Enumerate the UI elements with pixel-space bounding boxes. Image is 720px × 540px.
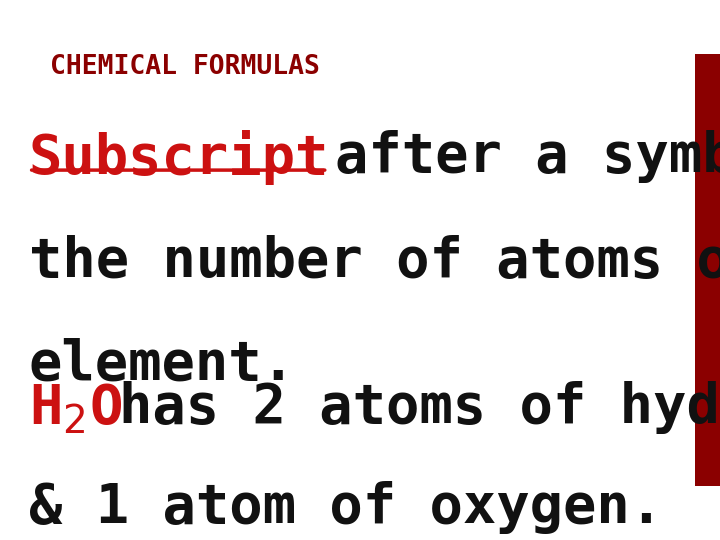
Text: H$_2$O: H$_2$O <box>29 381 122 435</box>
Text: the number of atoms of each: the number of atoms of each <box>29 235 720 288</box>
Text: CHEMICAL FORMULAS: CHEMICAL FORMULAS <box>50 54 320 80</box>
Text: after a symbol tell: after a symbol tell <box>335 130 720 183</box>
Text: & 1 atom of oxygen.: & 1 atom of oxygen. <box>29 481 663 534</box>
Text: Subscript: Subscript <box>29 130 329 185</box>
Text: has 2 atoms of hydrogen: has 2 atoms of hydrogen <box>119 381 720 434</box>
Bar <box>695 54 720 486</box>
Text: element.: element. <box>29 338 296 390</box>
